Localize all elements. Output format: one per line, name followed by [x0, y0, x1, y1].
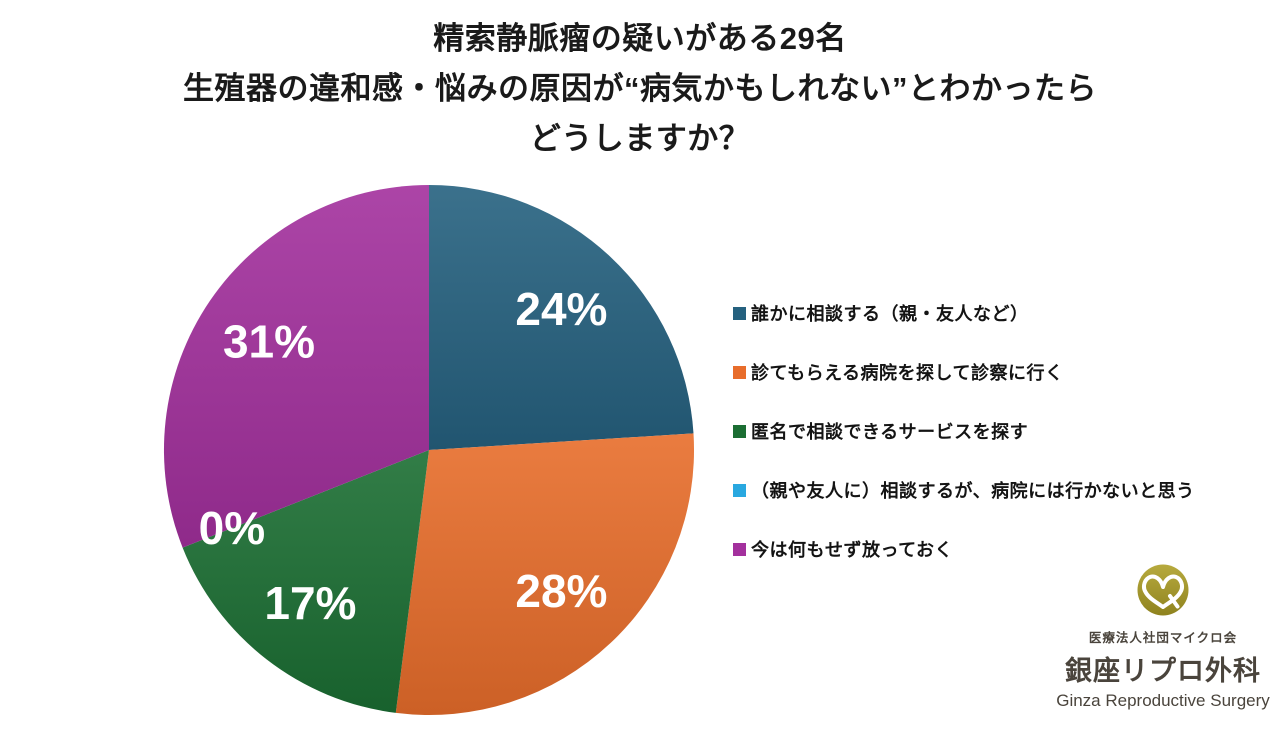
- clinic-logo: 医療法人社団マイクロ会 銀座リプロ外科 Ginza Reproductive S…: [1040, 563, 1280, 711]
- pie-slice-4: [163, 185, 429, 548]
- legend-item-consult-but-no-hospital: （親や友人に）相談するが、病院には行かないと思う: [733, 477, 1195, 503]
- legend-label: （親や友人に）相談するが、病院には行かないと思う: [751, 481, 1195, 501]
- clinic-logo-heart-icon: [1137, 564, 1189, 616]
- title-line-3: どうしますか？: [529, 121, 751, 156]
- legend-item-consult-someone: 誰かに相談する（親・友人など）: [733, 300, 1195, 326]
- logo-org-small: 医療法人社団マイクロ会: [1088, 631, 1238, 645]
- legend-swatch-blue: [733, 306, 746, 320]
- legend-swatch-orange: [733, 365, 746, 379]
- legend-label: 匿名で相談できるサービスを探す: [751, 422, 1029, 442]
- legend-swatch-purple: [733, 542, 746, 556]
- pie-label-1: 28%: [515, 565, 607, 617]
- pie-slice-1: [395, 433, 695, 715]
- logo-org-en: Ginza Reproductive Surgery: [1056, 691, 1270, 710]
- chart-legend: 誰かに相談する（親・友人など） 診てもらえる病院を探して診察に行く 匿名で相談で…: [733, 300, 1195, 562]
- pie-slice-0: [429, 185, 694, 450]
- pie-label-2: 17%: [264, 577, 356, 629]
- title-line-2: 生殖器の違和感・悩みの原因が“病気かもしれない”とわかったら: [183, 71, 1097, 106]
- pie-label-3: 0%: [199, 502, 265, 554]
- logo-org-main: 銀座リプロ外科: [1065, 656, 1261, 686]
- pie-chart: 24% 28% 17% 0% 31%: [163, 185, 695, 715]
- legend-item-go-to-hospital: 診てもらえる病院を探して診察に行く: [733, 359, 1195, 385]
- legend-swatch-lightblue: [733, 483, 746, 497]
- pie-label-4: 31%: [223, 315, 315, 367]
- legend-label: 診てもらえる病院を探して診察に行く: [751, 363, 1064, 383]
- legend-swatch-green: [733, 424, 746, 438]
- legend-label: 今は何もせず放っておく: [751, 540, 954, 560]
- pie-slice-2: [182, 450, 429, 713]
- title-line-1: 精索静脈瘤の疑いがある29名: [433, 21, 847, 56]
- legend-item-anonymous-service: 匿名で相談できるサービスを探す: [733, 418, 1195, 444]
- pie-label-0: 24%: [515, 283, 607, 335]
- chart-title: 精索静脈瘤の疑いがある29名 生殖器の違和感・悩みの原因が“病気かもしれない”と…: [0, 14, 1280, 164]
- legend-label: 誰かに相談する（親・友人など）: [751, 304, 1029, 324]
- legend-item-do-nothing: 今は何もせず放っておく: [733, 536, 1195, 562]
